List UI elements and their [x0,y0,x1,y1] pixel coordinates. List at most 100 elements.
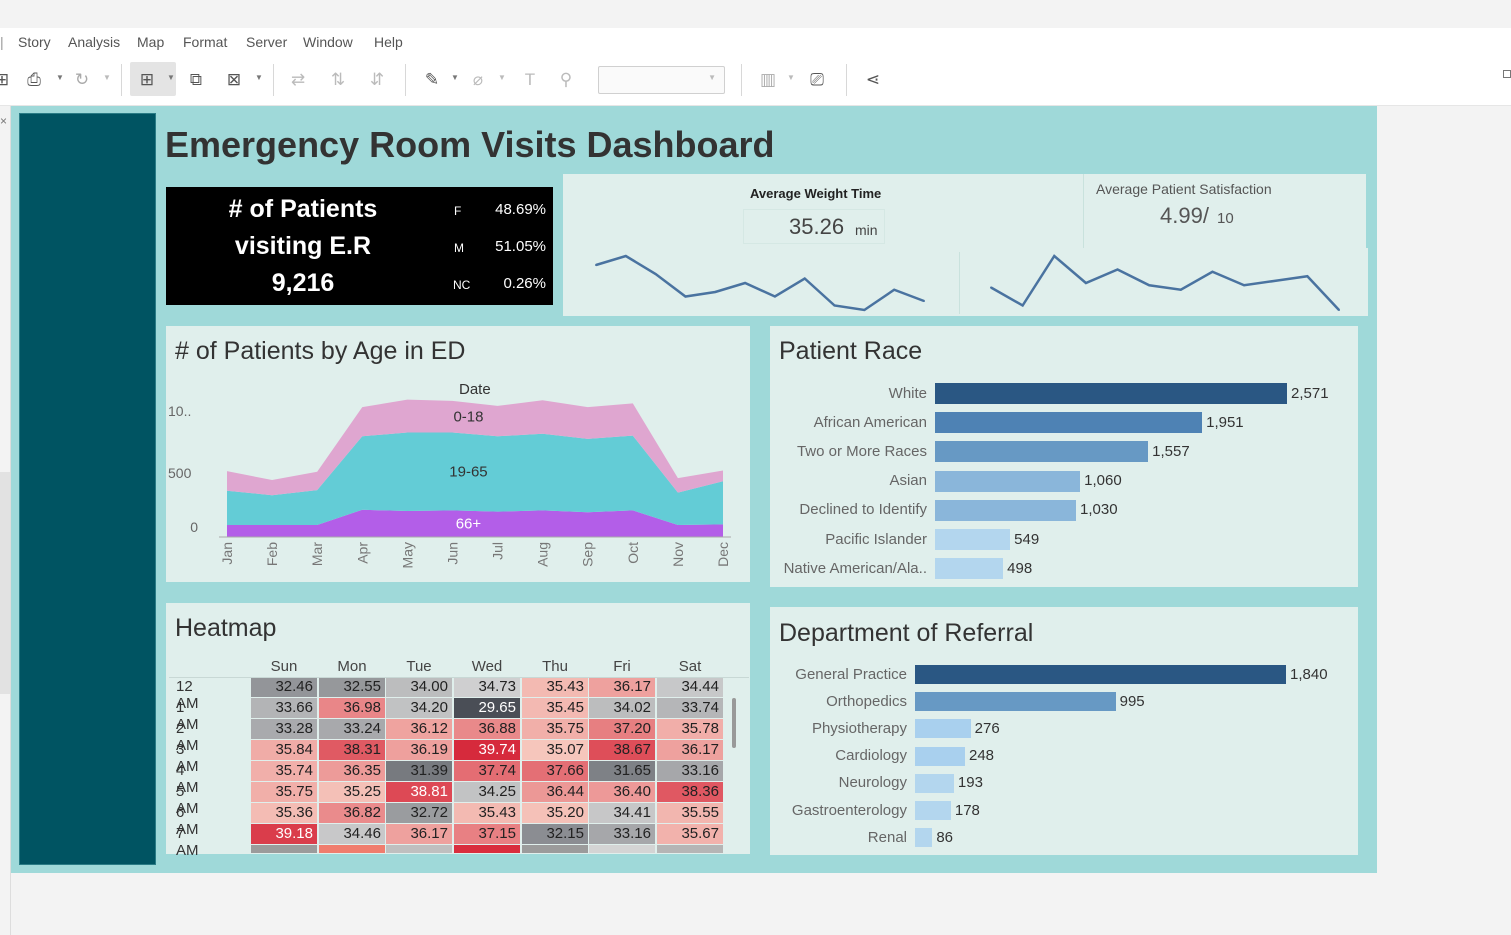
sparkline-point[interactable] [624,255,627,257]
sparkline-point[interactable] [1084,282,1087,284]
sparkline-point[interactable] [923,300,925,302]
bar[interactable] [915,665,1286,684]
chevron-down-icon[interactable]: ▼ [255,73,263,82]
sparkline-point[interactable] [1179,288,1182,291]
patients-kpi-card[interactable]: # of Patients visiting E.R 9,216 F 48.69… [166,187,553,305]
heatmap-cell[interactable]: 36.19 [386,740,452,760]
sparkline-point[interactable] [744,282,747,284]
refresh-icon[interactable]: ↻ [74,70,90,89]
heatmap-cell[interactable]: 34.73 [454,677,520,697]
sparkline-point[interactable] [1306,275,1309,278]
heatmap-cell[interactable]: 37.20 [589,719,655,739]
heatmap-cell[interactable]: 34.44 [657,677,723,697]
add-icon[interactable]: ⊞ [0,70,10,89]
sparkline-point[interactable] [714,291,717,293]
heatmap-cell[interactable]: 39.74 [454,740,520,760]
heatmap-cell[interactable]: 35.84 [251,740,317,760]
heatmap-cell[interactable]: 34.20 [386,698,452,718]
chevron-down-icon[interactable]: ▼ [167,73,175,82]
bar[interactable] [935,470,1081,492]
heatmap-cell[interactable]: 37.74 [454,761,520,781]
sparkline-point[interactable] [833,304,836,307]
heatmap-cell[interactable]: 34.25 [454,782,520,802]
heatmap-cell[interactable]: 35.67 [657,824,723,844]
sparkline-point[interactable] [1243,284,1246,287]
bar[interactable] [915,692,1116,712]
chevron-down-icon[interactable]: ▼ [451,73,459,82]
satisfaction-card[interactable]: Average Patient Satisfaction 4.99/ 10 [1084,174,1366,248]
chevron-down-icon[interactable]: ▼ [103,73,111,82]
heatmap-cell[interactable]: 35.78 [657,719,723,739]
sparkline-point[interactable] [773,295,776,298]
new-worksheet-icon[interactable]: ⊞ [139,70,155,89]
heatmap-cell[interactable]: 38.81 [386,782,452,802]
sparkline-point[interactable] [1211,270,1214,273]
show-mark-labels-icon[interactable]: T [524,70,536,89]
highlight-icon[interactable]: ✎ [424,70,440,89]
chevron-down-icon[interactable]: ▼ [498,73,506,82]
sparkline-point[interactable] [1021,304,1024,307]
show-me-icon[interactable]: ▥ [759,70,777,89]
heatmap-cell[interactable]: 37.66 [522,761,588,781]
heatmap-cell[interactable]: 35.36 [251,803,317,823]
heatmap-cell[interactable]: 38.67 [589,740,655,760]
bar[interactable] [935,441,1149,463]
sort-descending-icon[interactable]: ⇵ [369,70,385,89]
heatmap-cell[interactable]: 34.00 [386,677,452,697]
bar[interactable] [935,558,1004,580]
heatmap-cell[interactable]: 35.75 [522,719,588,739]
menu-window[interactable]: Window [303,34,353,50]
heatmap-cell[interactable]: 33.74 [657,698,723,718]
heatmap-cell[interactable]: 34.02 [589,698,655,718]
sparkline-point[interactable] [990,286,992,289]
heatmap-cell[interactable]: 36.35 [319,761,385,781]
area-series[interactable] [227,399,723,496]
share-icon[interactable]: ⋖ [865,70,881,89]
sparkline-point[interactable] [1148,284,1151,287]
heatmap-cell[interactable]: 37.15 [454,824,520,844]
bar[interactable] [915,719,971,739]
menu-help[interactable]: Help [374,34,403,50]
restore-window-icon[interactable] [1503,70,1511,78]
heatmap-cell[interactable]: 36.17 [657,740,723,760]
sparkline-point[interactable] [684,295,687,298]
menu-format[interactable]: Format [183,34,228,50]
bar[interactable] [935,383,1287,404]
sparkline-point[interactable] [863,309,866,311]
bar[interactable] [935,412,1203,434]
menu-map[interactable]: Map [137,34,165,50]
close-icon[interactable]: × [0,114,8,128]
satisfaction-sparkline[interactable] [985,250,1345,316]
swap-axes-icon[interactable]: ⇄ [290,70,306,89]
fix-axes-icon[interactable]: ⚲ [559,70,573,89]
heatmap-cell[interactable]: 29.65 [454,698,520,718]
heatmap-cell[interactable]: 32.15 [522,824,588,844]
sparkline-point[interactable] [1053,255,1056,257]
heatmap-cell[interactable]: 36.98 [319,698,385,718]
heatmap-cell[interactable]: 35.43 [522,677,588,697]
fit-select[interactable]: ▼ [598,66,725,94]
chevron-down-icon[interactable]: ▼ [56,73,64,82]
heatmap-cell[interactable]: 35.75 [251,782,317,802]
heatmap-cell[interactable]: 33.16 [657,761,723,781]
heatmap-cell[interactable]: 39.18 [251,824,317,844]
heatmap-cell[interactable]: 36.17 [386,824,452,844]
bar[interactable] [935,529,1011,550]
heatmap-cell[interactable]: 33.28 [251,719,317,739]
heatmap-cell[interactable]: 34.41 [589,803,655,823]
heatmap-cell[interactable]: 35.55 [657,803,723,823]
heatmap-cell[interactable]: 31.39 [386,761,452,781]
heatmap-cell[interactable]: 38.36 [657,782,723,802]
heatmap-cell[interactable]: 32.46 [251,677,317,697]
heatmap-cell[interactable]: 36.44 [522,782,588,802]
chevron-down-icon[interactable]: ▼ [787,73,795,82]
heatmap-cell[interactable]: 35.45 [522,698,588,718]
heatmap-cell[interactable]: 35.25 [319,782,385,802]
menu-analysis[interactable]: Analysis [68,34,121,50]
heatmap-cell[interactable]: 33.16 [589,824,655,844]
heatmap-scrollbar[interactable] [732,698,736,748]
menu-server[interactable]: Server [246,34,288,50]
duplicate-sheet-icon[interactable]: ⧉ [189,70,203,89]
area-series[interactable] [227,509,723,537]
sort-ascending-icon[interactable]: ⇅ [330,70,346,89]
